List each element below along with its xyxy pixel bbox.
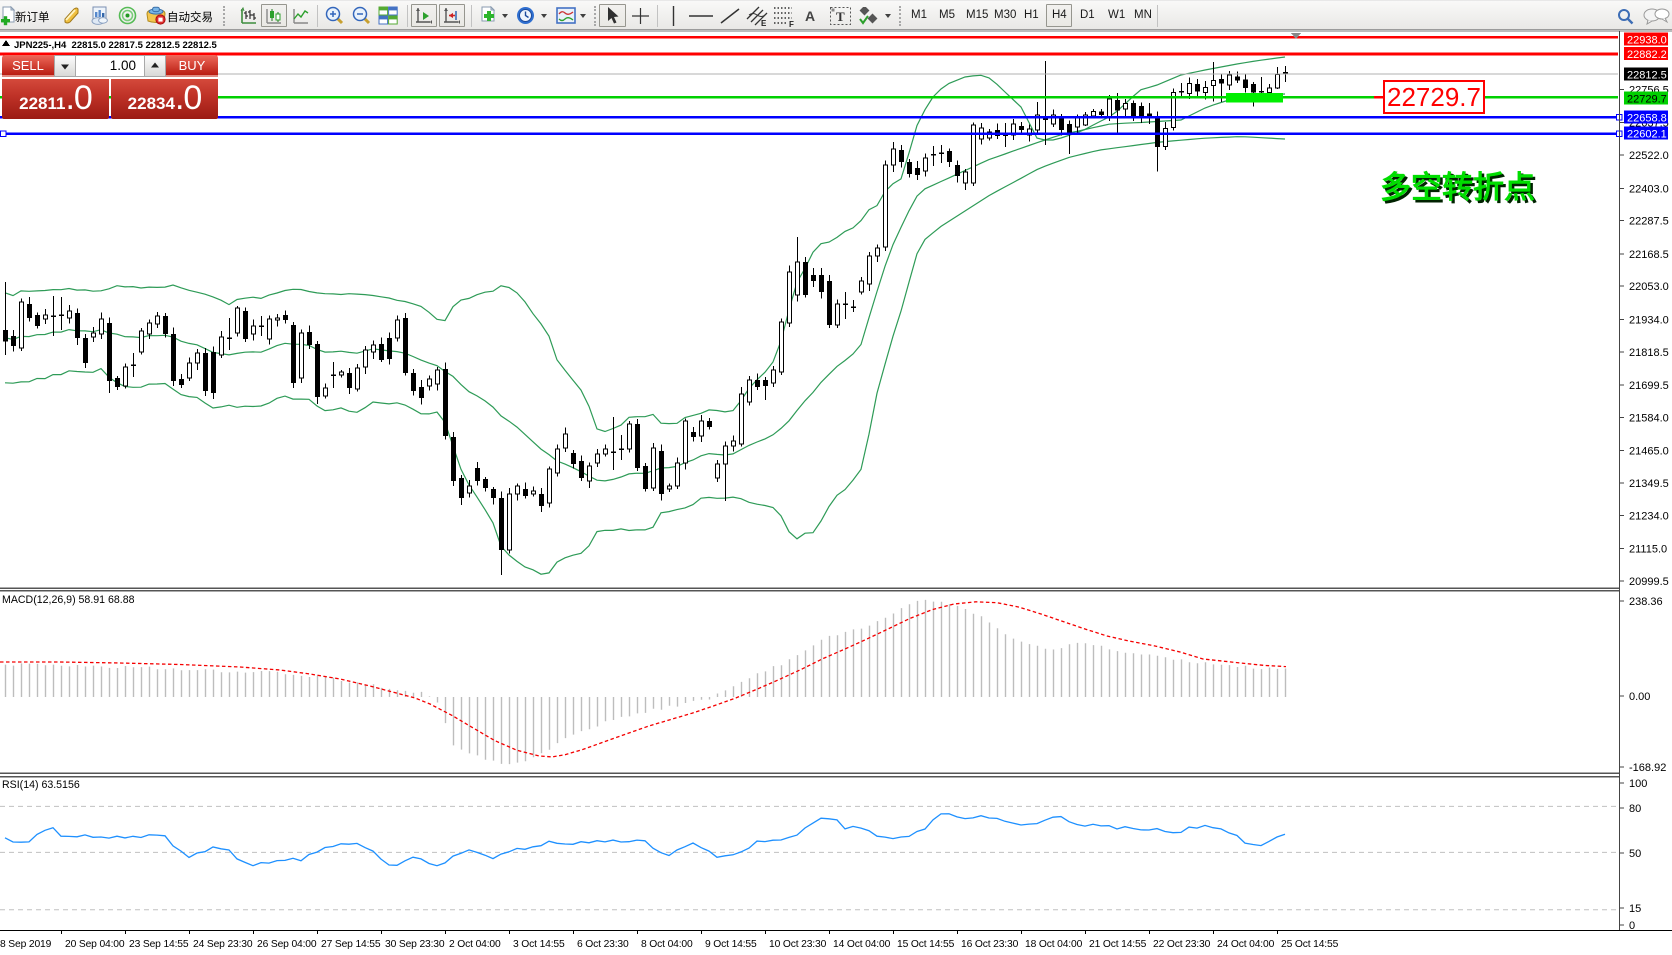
svg-text:21 Oct 14:55: 21 Oct 14:55 bbox=[1089, 939, 1147, 950]
svg-text:8 Oct 04:00: 8 Oct 04:00 bbox=[641, 939, 693, 950]
svg-text:21818.5: 21818.5 bbox=[1629, 347, 1669, 359]
svg-text:27 Sep 14:55: 27 Sep 14:55 bbox=[321, 939, 381, 950]
svg-text:10 Oct 23:30: 10 Oct 23:30 bbox=[769, 939, 827, 950]
svg-text:21115.0: 21115.0 bbox=[1629, 544, 1667, 556]
svg-text:20999.5: 20999.5 bbox=[1629, 576, 1669, 588]
svg-text:24 Oct 04:00: 24 Oct 04:00 bbox=[1217, 939, 1275, 950]
svg-text:9 Oct 14:55: 9 Oct 14:55 bbox=[705, 939, 757, 950]
svg-text:22729.7: 22729.7 bbox=[1627, 93, 1667, 105]
svg-text:E: E bbox=[761, 19, 767, 27]
svg-text:100: 100 bbox=[1629, 778, 1647, 790]
svg-text:21349.5: 21349.5 bbox=[1629, 478, 1669, 490]
svg-text:RSI(14) 63.5156: RSI(14) 63.5156 bbox=[2, 779, 80, 791]
svg-text:15 Oct 14:55: 15 Oct 14:55 bbox=[897, 939, 955, 950]
svg-text:多空转折点: 多空转折点 bbox=[1383, 173, 1538, 208]
svg-text:25 Oct 14:55: 25 Oct 14:55 bbox=[1281, 939, 1339, 950]
svg-text:8 Sep 2019: 8 Sep 2019 bbox=[0, 939, 52, 950]
svg-text:6 Oct 23:30: 6 Oct 23:30 bbox=[577, 939, 629, 950]
svg-text:80: 80 bbox=[1629, 803, 1641, 815]
svg-text:22522.0: 22522.0 bbox=[1629, 150, 1669, 162]
svg-text:30 Sep 23:30: 30 Sep 23:30 bbox=[385, 939, 445, 950]
svg-text:22 Oct 23:30: 22 Oct 23:30 bbox=[1153, 939, 1211, 950]
svg-text:50: 50 bbox=[1629, 848, 1641, 860]
svg-text:F: F bbox=[789, 20, 794, 27]
svg-text:22882.2: 22882.2 bbox=[1627, 49, 1667, 61]
svg-text:22812.5: 22812.5 bbox=[1627, 69, 1667, 81]
svg-text:21934.0: 21934.0 bbox=[1629, 315, 1669, 327]
svg-text:22729.7: 22729.7 bbox=[1387, 82, 1481, 112]
svg-text:21234.0: 21234.0 bbox=[1629, 510, 1669, 522]
svg-text:18 Oct 04:00: 18 Oct 04:00 bbox=[1025, 939, 1083, 950]
svg-text:2 Oct 04:00: 2 Oct 04:00 bbox=[449, 939, 501, 950]
svg-text:多空转折点: 多空转折点 bbox=[1380, 170, 1535, 205]
svg-text:22938.0: 22938.0 bbox=[1627, 34, 1667, 46]
svg-text:22658.8: 22658.8 bbox=[1627, 112, 1667, 124]
svg-text:0: 0 bbox=[1629, 920, 1635, 932]
svg-text:T: T bbox=[836, 9, 845, 24]
svg-text:15: 15 bbox=[1629, 903, 1641, 915]
svg-text:3 Oct 14:55: 3 Oct 14:55 bbox=[513, 939, 565, 950]
svg-text:0.00: 0.00 bbox=[1629, 691, 1650, 703]
svg-text:22053.0: 22053.0 bbox=[1629, 281, 1669, 293]
svg-text:-168.92: -168.92 bbox=[1629, 762, 1666, 774]
svg-text:22602.1: 22602.1 bbox=[1627, 129, 1667, 141]
svg-text:22168.5: 22168.5 bbox=[1629, 249, 1669, 261]
svg-text:14 Oct 04:00: 14 Oct 04:00 bbox=[833, 939, 891, 950]
svg-text:JPN225-,H4 22815.0 22817.5 22: JPN225-,H4 22815.0 22817.5 22812.5 22812… bbox=[14, 40, 218, 51]
svg-text:23 Sep 14:55: 23 Sep 14:55 bbox=[129, 939, 189, 950]
svg-text:21699.5: 21699.5 bbox=[1629, 380, 1669, 392]
svg-text:21465.0: 21465.0 bbox=[1629, 446, 1669, 458]
svg-text:16 Oct 23:30: 16 Oct 23:30 bbox=[961, 939, 1019, 950]
svg-text:21584.0: 21584.0 bbox=[1629, 412, 1669, 424]
svg-text:238.36: 238.36 bbox=[1629, 596, 1663, 608]
svg-text:24 Sep 23:30: 24 Sep 23:30 bbox=[193, 939, 253, 950]
svg-text:26 Sep 04:00: 26 Sep 04:00 bbox=[257, 939, 317, 950]
svg-text:22287.5: 22287.5 bbox=[1629, 216, 1669, 228]
svg-text:20 Sep 04:00: 20 Sep 04:00 bbox=[65, 939, 125, 950]
svg-text:MACD(12,26,9) 58.91 68.88: MACD(12,26,9) 58.91 68.88 bbox=[2, 594, 135, 606]
svg-text:22403.0: 22403.0 bbox=[1629, 183, 1669, 195]
